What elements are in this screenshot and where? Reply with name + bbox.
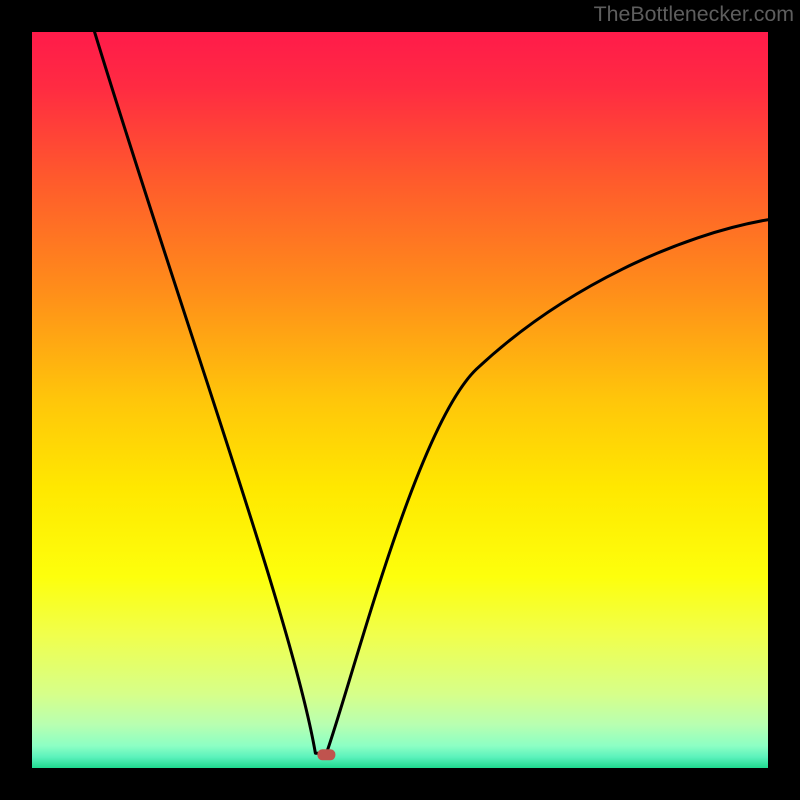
bottleneck-chart <box>0 0 800 800</box>
watermark-text: TheBottlenecker.com <box>594 2 794 27</box>
plot-area <box>32 32 768 768</box>
chart-container: TheBottlenecker.com <box>0 0 800 800</box>
sweet-spot-marker <box>317 749 335 760</box>
